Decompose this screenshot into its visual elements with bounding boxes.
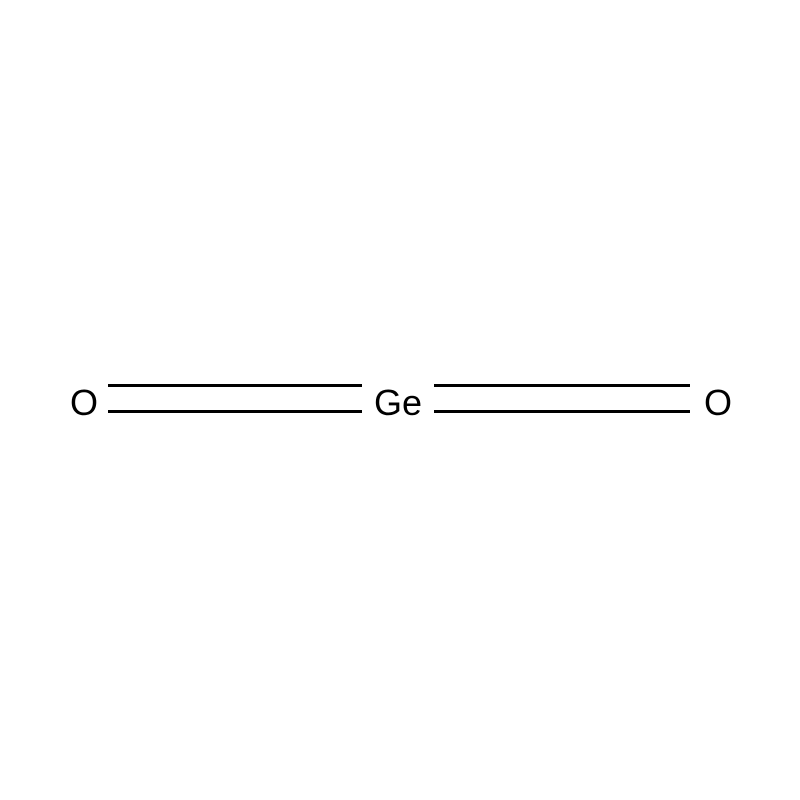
bond-right-top	[434, 384, 690, 387]
bond-left-top	[108, 384, 362, 387]
atom-oxygen-right: O	[704, 382, 732, 424]
bond-left-bottom	[108, 410, 362, 413]
molecule-diagram: O Ge O	[70, 360, 730, 440]
atom-oxygen-left: O	[70, 382, 98, 424]
bond-right-bottom	[434, 410, 690, 413]
atom-germanium-center: Ge	[374, 382, 422, 424]
